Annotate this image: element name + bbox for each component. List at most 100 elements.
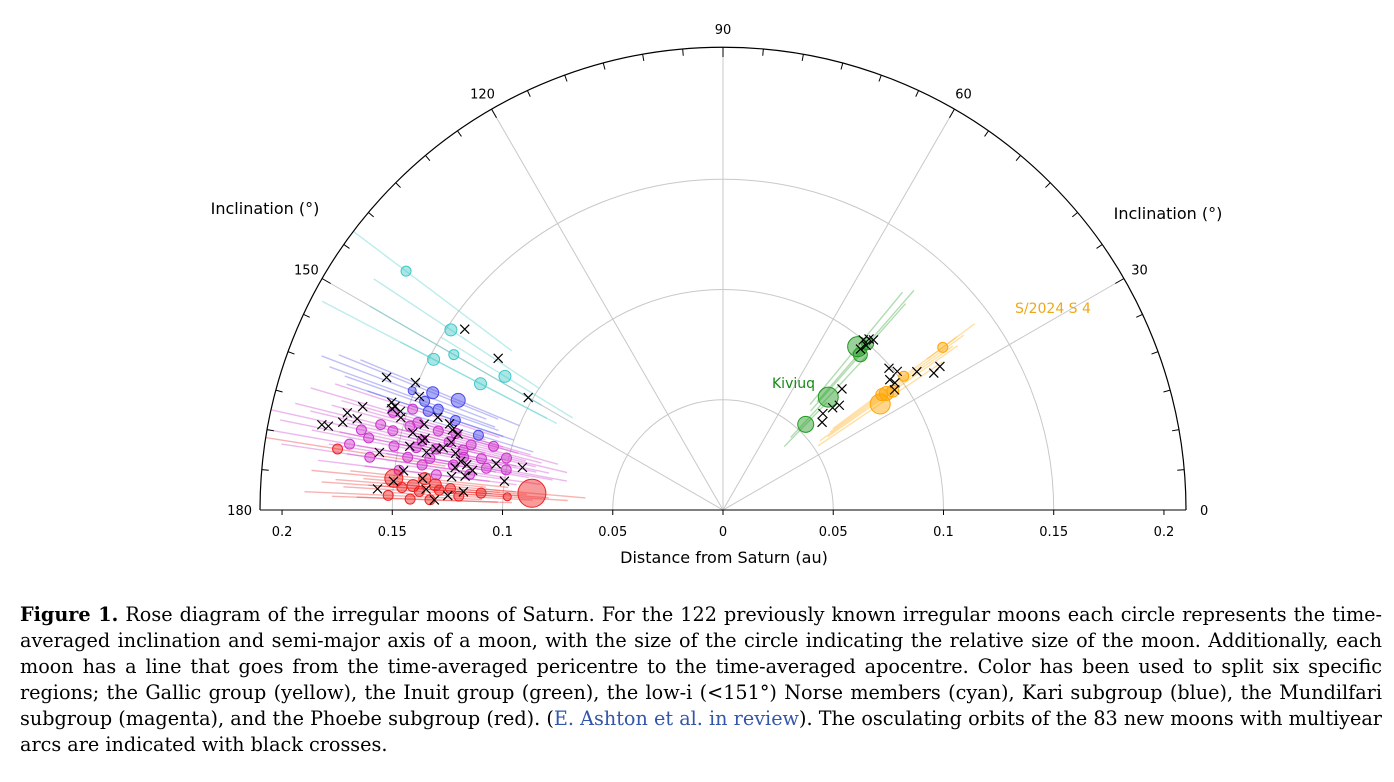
- angle-tick-170: [266, 429, 275, 432]
- angle-tick-70: [878, 74, 882, 82]
- angle-tick-175: [261, 469, 269, 471]
- mundilfari-moon-30: [475, 453, 487, 465]
- angular-gridline-150: [321, 278, 724, 511]
- mundilfari-moon-15: [402, 451, 414, 463]
- new-moon-cross-18: [459, 324, 470, 335]
- new-moon-cross-61: [429, 494, 440, 505]
- radial-tick-label-right-0: 0: [719, 525, 727, 540]
- phoebe-moon-9: [475, 487, 487, 499]
- polar-grid: [321, 47, 1125, 511]
- kari-moon-2: [450, 392, 466, 408]
- angle-tick-25: [1136, 313, 1143, 318]
- angle-tick-label-120: 120: [470, 87, 495, 102]
- angle-tick-45: [1045, 182, 1051, 188]
- angular-gridline-60: [722, 108, 955, 511]
- caption-citation-link[interactable]: E. Ashton et al. in review: [553, 707, 799, 730]
- mundilfari-moon-4: [432, 425, 444, 437]
- new-moon-cross-27: [432, 412, 443, 423]
- new-moon-cross-66: [395, 406, 406, 417]
- kari-moon-6: [472, 429, 484, 441]
- radial-tick-label-left-0: 0.2: [272, 525, 293, 540]
- phoebe-orbit-line-15: [392, 491, 533, 501]
- mundilfari-moon-7: [363, 432, 375, 444]
- new-moon-cross-62: [458, 486, 469, 497]
- phoebe-moon-6: [413, 485, 425, 497]
- new-moon-cross-26: [387, 403, 397, 414]
- distance-axis-label: Distance from Saturn (au): [620, 548, 828, 567]
- new-moon-cross-16: [935, 361, 945, 372]
- phoebe-moon-8: [444, 483, 456, 495]
- new-moon-cross-2: [827, 402, 838, 413]
- annotation-s2024-s4: S/2024 S 4: [1015, 301, 1091, 317]
- new-moon-cross-8: [868, 334, 879, 345]
- new-moon-cross-17: [889, 384, 900, 395]
- new-moon-cross-30: [419, 419, 430, 430]
- angle-tick-80: [801, 53, 804, 62]
- norse_low_i-orbit-line-3: [369, 305, 542, 406]
- phoebe-moon-2: [428, 478, 442, 492]
- angle-tick-15: [1163, 389, 1171, 393]
- mundilfari-orbit-line-21: [380, 423, 527, 462]
- new-moon-cross-4: [817, 417, 828, 428]
- moon-series: [265, 230, 976, 508]
- caption-text-2: ). The osculating orbits of the 83 new m…: [20, 707, 1382, 756]
- mundilfari-moon-14: [364, 451, 376, 463]
- angle-tick-160: [287, 351, 295, 355]
- figure-caption: Figure 1. Rose diagram of the irregular …: [20, 602, 1382, 758]
- new-moon-cross-52: [460, 471, 470, 481]
- gallic-orbit-line-3: [817, 361, 943, 447]
- new-moon-cross-38: [342, 407, 353, 418]
- new-moon-cross-31: [453, 429, 464, 439]
- new-moon-cross-50: [374, 447, 385, 458]
- mundilfari-orbit-line-19: [451, 459, 568, 482]
- phoebe-moon-1: [384, 468, 404, 488]
- new-moon-cross-37: [352, 413, 363, 424]
- kari-orbit-line-2: [360, 359, 520, 427]
- phoebe-orbit-line-3: [350, 470, 509, 489]
- mundilfari-moon-26: [430, 469, 442, 481]
- angle-tick-95: [682, 48, 684, 56]
- angle-tick-85: [762, 48, 764, 56]
- angle-tick-150: [321, 278, 331, 284]
- new-moon-cross-48: [491, 458, 502, 469]
- new-moon-cross-20: [523, 392, 534, 403]
- phoebe-orbit-line-13: [265, 436, 446, 467]
- gallic-moon-0: [937, 341, 949, 353]
- new-moon-cross-19: [493, 353, 504, 364]
- inuit-orbit-line-3: [810, 303, 907, 412]
- phoebe-orbit-line-9: [420, 488, 549, 499]
- angle-tick-140: [368, 212, 375, 218]
- norse_low_i-moon-3: [448, 349, 460, 361]
- new-moon-cross-42: [337, 417, 348, 428]
- angle-tick-label-180: 180: [227, 504, 252, 519]
- phoebe-moon-7: [396, 482, 408, 494]
- inuit-orbit-line-1: [790, 356, 867, 438]
- norse_low_i-moon-0: [444, 323, 458, 337]
- angle-tick-label-0: 0: [1200, 504, 1208, 519]
- gallic-orbit-line-2: [832, 323, 976, 430]
- new-moon-cross-64: [421, 447, 432, 458]
- new-moon-cross-28: [444, 418, 455, 429]
- angle-tick-20: [1151, 351, 1159, 355]
- angle-tick-115: [526, 90, 531, 97]
- new-moon-cross-3: [817, 408, 828, 419]
- radial-tick-label-left-3: 0.05: [598, 525, 627, 540]
- phoebe-orbit-line-1: [311, 469, 487, 488]
- norse_low_i-moon-4: [473, 377, 487, 391]
- new-moon-cross-10: [884, 363, 894, 374]
- caption-text-1: Rose diagram of the irregular moons of S…: [20, 603, 1382, 730]
- mundilfari-orbit-line-30: [420, 445, 550, 474]
- mundilfari-moon-25: [464, 468, 476, 480]
- new-moon-cross-22: [414, 391, 425, 402]
- new-moon-cross-51: [450, 462, 461, 473]
- new-moon-cross-40: [316, 419, 327, 430]
- norse_low_i-moon-5: [400, 265, 412, 277]
- new-moon-cross-44: [431, 444, 442, 454]
- mundilfari-moon-18: [480, 462, 492, 474]
- gallic-orbit-line-5: [829, 334, 965, 433]
- angle-tick-75: [840, 62, 844, 70]
- new-moon-cross-41: [323, 421, 334, 432]
- kari-orbit-line-0: [329, 366, 496, 428]
- angle-tick-145: [343, 244, 350, 249]
- phoebe-orbit-line-10: [453, 492, 568, 502]
